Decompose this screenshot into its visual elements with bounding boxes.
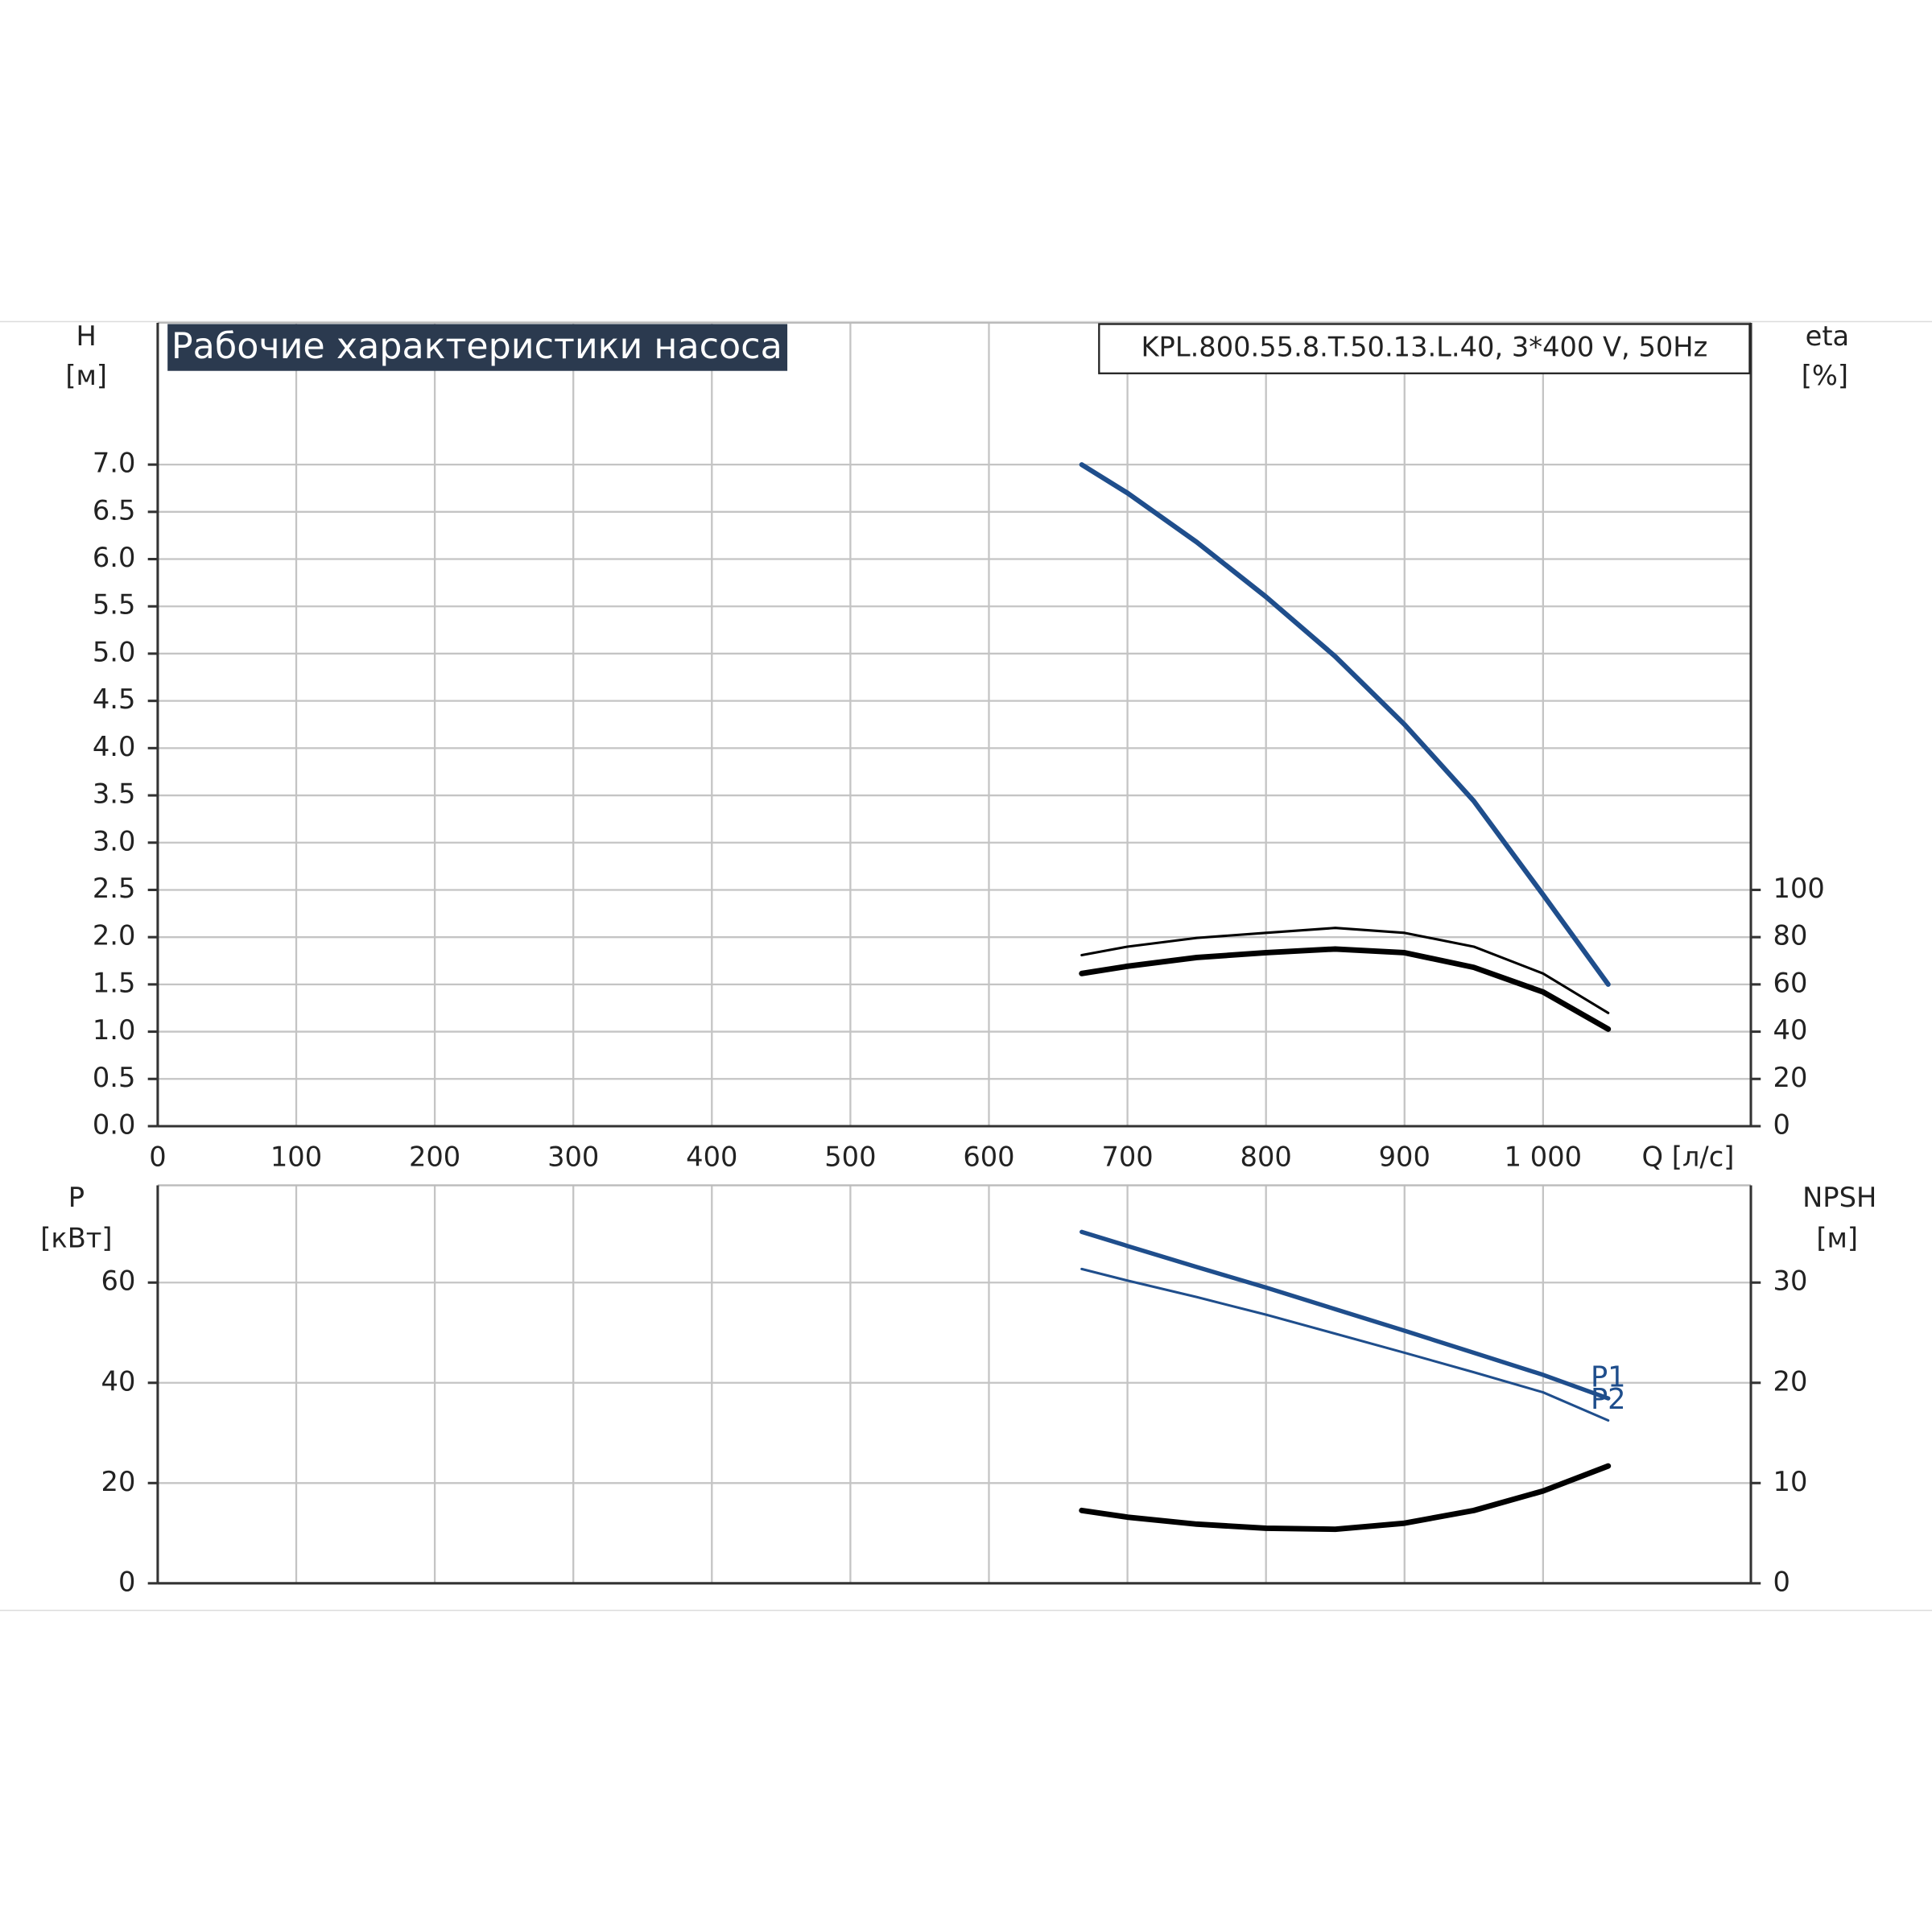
y-tick-label: 20 bbox=[101, 1466, 136, 1497]
y2-axis-unit: [м] bbox=[1816, 1222, 1858, 1253]
series-line bbox=[1079, 1463, 1612, 1533]
y-tick-label: 40 bbox=[101, 1365, 136, 1397]
series-line bbox=[1079, 946, 1612, 1032]
y-tick-label: 0.5 bbox=[93, 1062, 136, 1093]
y-tick-label: 2.5 bbox=[93, 873, 136, 904]
y-tick-label: 5.5 bbox=[93, 589, 136, 621]
series-line bbox=[1080, 927, 1610, 1014]
y-tick-label: 4.0 bbox=[93, 731, 136, 762]
series-label: P1 bbox=[1591, 1361, 1626, 1394]
y-tick-label: 0.0 bbox=[93, 1108, 136, 1140]
y-tick-label: 4.5 bbox=[93, 683, 136, 715]
series-label: P2 bbox=[1591, 1383, 1626, 1416]
y2-tick-label: 100 bbox=[1773, 873, 1825, 904]
y-axis-unit: [м] bbox=[65, 360, 107, 391]
y-tick-label: 3.0 bbox=[93, 825, 136, 857]
y2-tick-label: 0 bbox=[1773, 1108, 1790, 1140]
x-tick-label: 900 bbox=[1379, 1141, 1430, 1172]
series-line bbox=[1079, 462, 1611, 987]
y2-tick-label: 10 bbox=[1773, 1466, 1808, 1497]
chart-subtitle: KPL.800.55.8.T.50.13.L.40, 3*400 V, 50Hz bbox=[1141, 332, 1707, 363]
y-tick-label: 60 bbox=[101, 1265, 136, 1297]
y2-tick-label: 20 bbox=[1773, 1365, 1808, 1397]
y-tick-label: 7.0 bbox=[93, 448, 136, 479]
series-line bbox=[1080, 1229, 1611, 1401]
y2-tick-label: 0 bbox=[1773, 1566, 1790, 1597]
x-tick-label: 800 bbox=[1241, 1141, 1292, 1172]
y-tick-label: 5.0 bbox=[93, 636, 136, 667]
y-tick-label: 1.0 bbox=[93, 1014, 136, 1046]
x-tick-label: 500 bbox=[824, 1141, 876, 1172]
x-tick-label: 200 bbox=[409, 1141, 460, 1172]
y-tick-label: 1.5 bbox=[93, 967, 136, 998]
title-box bbox=[167, 324, 788, 371]
y2-axis-unit: [%] bbox=[1802, 360, 1848, 391]
y2-axis-label: eta bbox=[1806, 320, 1850, 352]
y2-axis-label: NPSH bbox=[1802, 1182, 1876, 1213]
plots: 0 100 200 300 400 500 600 700 800 900 1 0000.00.51… bbox=[93, 321, 1825, 1597]
y-axis-unit: [кВт] bbox=[40, 1222, 112, 1253]
x-tick-label: 600 bbox=[963, 1141, 1014, 1172]
y2-tick-label: 60 bbox=[1773, 967, 1808, 998]
series-line bbox=[1080, 1267, 1610, 1422]
chart-title: Рабочие характеристики насоса bbox=[171, 326, 782, 367]
x-tick-label: 0 bbox=[149, 1141, 166, 1172]
model-box bbox=[1098, 323, 1751, 374]
y-tick-label: 0 bbox=[118, 1566, 135, 1597]
y-axis-label: H bbox=[76, 320, 96, 352]
x-tick-label: 400 bbox=[686, 1141, 737, 1172]
y-tick-label: 3.5 bbox=[93, 778, 136, 810]
x-tick-label: 700 bbox=[1101, 1141, 1153, 1172]
y-tick-label: 6.5 bbox=[93, 494, 136, 526]
x-tick-label: 300 bbox=[547, 1141, 599, 1172]
y-axis-label: P bbox=[68, 1182, 85, 1213]
x-axis-label: Q [л/с] bbox=[1642, 1141, 1735, 1172]
y2-tick-label: 40 bbox=[1773, 1014, 1808, 1046]
x-tick-label: 100 bbox=[270, 1141, 322, 1172]
x-tick-label: 1 000 bbox=[1505, 1141, 1582, 1172]
y2-tick-label: 20 bbox=[1773, 1062, 1808, 1093]
y2-tick-label: 80 bbox=[1773, 920, 1808, 952]
y2-tick-label: 30 bbox=[1773, 1265, 1808, 1297]
y-tick-label: 2.0 bbox=[93, 920, 136, 952]
y-tick-label: 6.0 bbox=[93, 542, 136, 573]
